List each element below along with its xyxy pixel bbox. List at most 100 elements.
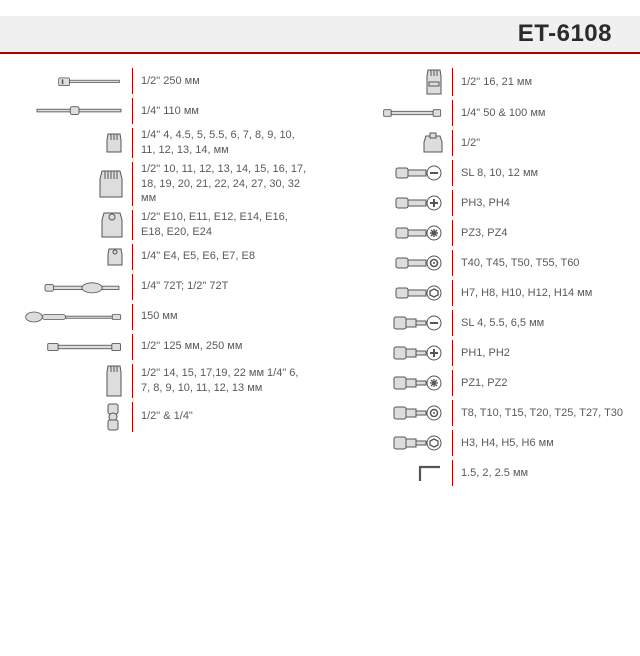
- spec-row: T8, T10, T15, T20, T25, T27, T30: [320, 398, 640, 428]
- separator: [132, 334, 133, 360]
- separator: [132, 402, 133, 432]
- spec-row: 1/4" 50 & 100 мм: [320, 98, 640, 128]
- separator: [452, 310, 453, 336]
- spec-text: H3, H4, H5, H6 мм: [461, 436, 640, 451]
- spec-text: PH3, PH4: [461, 196, 640, 211]
- spec-text: SL 8, 10, 12 мм: [461, 166, 640, 181]
- socket-large-icon: [0, 169, 132, 199]
- spec-text: 1/2" E10, E11, E12, E14, E16, E18, E20, …: [141, 210, 320, 240]
- separator: [452, 190, 453, 216]
- spec-text: PH1, PH2: [461, 346, 640, 361]
- spec-text: 1/2" 10, 11, 12, 13, 14, 15, 16, 17, 18,…: [141, 162, 320, 207]
- spec-text: PZ1, PZ2: [461, 376, 640, 391]
- spark-socket-icon: [320, 68, 452, 96]
- spec-row: 1/2" 250 мм: [0, 66, 320, 96]
- spec-text: 1/2" 16, 21 мм: [461, 75, 640, 90]
- spec-text: 1/4" 4, 4.5, 5, 5.5, 6, 7, 8, 9, 10, 11,…: [141, 128, 320, 158]
- separator: [132, 210, 133, 240]
- separator: [452, 100, 453, 126]
- spec-row: 1/2" 14, 15, 17,19, 22 мм 1/4" 6, 7, 8, …: [0, 362, 320, 400]
- spec-text: 1/2" 14, 15, 17,19, 22 мм 1/4" 6, 7, 8, …: [141, 366, 320, 396]
- spec-text: 1/4" 72T; 1/2" 72T: [141, 279, 320, 294]
- spec-row: PH3, PH4: [320, 188, 640, 218]
- separator: [132, 364, 133, 398]
- spec-row: T40, T45, T50, T55, T60: [320, 248, 640, 278]
- bit-sl-icon: [320, 164, 452, 182]
- spec-row: 1/2" E10, E11, E12, E14, E16, E18, E20, …: [0, 208, 320, 242]
- socket-small-icon: [0, 132, 132, 154]
- extension-icon: [0, 340, 132, 354]
- left-column: 1/2" 250 мм 1/4" 110 мм 1/4" 4, 4.5, 5, …: [0, 66, 320, 488]
- spec-text: 150 мм: [141, 309, 320, 324]
- spec-text: 1/4" 50 & 100 мм: [461, 106, 640, 121]
- spec-text: 1/2" & 1/4": [141, 409, 320, 424]
- separator: [452, 130, 453, 156]
- bit-socket-hex-icon: [320, 434, 452, 452]
- spec-text: T40, T45, T50, T55, T60: [461, 256, 640, 271]
- separator: [452, 400, 453, 426]
- spec-row: 1/2" 10, 11, 12, 13, 14, 15, 16, 17, 18,…: [0, 160, 320, 209]
- spec-row: 1/2" 125 мм, 250 мм: [0, 332, 320, 362]
- spec-row: SL 8, 10, 12 мм: [320, 158, 640, 188]
- spec-row: 1/2": [320, 128, 640, 158]
- separator: [452, 430, 453, 456]
- spec-text: 1/2" 250 мм: [141, 74, 320, 89]
- spec-text: 1/2" 125 мм, 250 мм: [141, 339, 320, 354]
- separator: [452, 340, 453, 366]
- spec-content: 1/2" 250 мм 1/4" 110 мм 1/4" 4, 4.5, 5, …: [0, 54, 640, 488]
- separator: [132, 98, 133, 124]
- bit-ph-icon: [320, 194, 452, 212]
- spec-text: T8, T10, T15, T20, T25, T27, T30: [461, 406, 640, 421]
- header-bar: ET-6108: [0, 16, 640, 54]
- separator: [132, 128, 133, 158]
- bit-socket-sl-icon: [320, 314, 452, 332]
- separator: [132, 274, 133, 300]
- bit-pz-icon: [320, 224, 452, 242]
- spec-row: H3, H4, H5, H6 мм: [320, 428, 640, 458]
- spec-row: 1/2" 16, 21 мм: [320, 66, 640, 98]
- separator: [452, 220, 453, 246]
- bit-hex-icon: [320, 284, 452, 302]
- separator: [132, 244, 133, 270]
- spec-row: PH1, PH2: [320, 338, 640, 368]
- spec-row: 150 мм: [0, 302, 320, 332]
- spec-text: 1/2": [461, 136, 640, 151]
- spec-text: 1.5, 2, 2.5 мм: [461, 466, 640, 481]
- separator: [452, 280, 453, 306]
- spec-row: 1/4" 110 мм: [0, 96, 320, 126]
- hex-key-icon: [320, 461, 452, 485]
- spec-text: 1/4" E4, E5, E6, E7, E8: [141, 249, 320, 264]
- spec-text: SL 4, 5.5, 6,5 мм: [461, 316, 640, 331]
- separator: [452, 250, 453, 276]
- sliding-t-icon: [0, 104, 132, 118]
- extension-small-icon: [320, 107, 452, 119]
- spec-row: 1/4" 4, 4.5, 5, 5.5, 6, 7, 8, 9, 10, 11,…: [0, 126, 320, 160]
- spec-row: PZ1, PZ2: [320, 368, 640, 398]
- u-joint-icon: [0, 402, 132, 432]
- adapter-icon: [320, 132, 452, 154]
- spec-row: 1/4" E4, E5, E6, E7, E8: [0, 242, 320, 272]
- spec-row: 1.5, 2, 2.5 мм: [320, 458, 640, 488]
- separator: [452, 460, 453, 486]
- separator: [132, 304, 133, 330]
- spec-row: H7, H8, H10, H12, H14 мм: [320, 278, 640, 308]
- breaker-bar-icon: [0, 73, 132, 89]
- spec-row: 1/2" & 1/4": [0, 400, 320, 434]
- e-socket-small-icon: [0, 247, 132, 267]
- spec-text: 1/4" 110 мм: [141, 104, 320, 119]
- separator: [132, 68, 133, 94]
- spec-row: 1/4" 72T; 1/2" 72T: [0, 272, 320, 302]
- separator: [452, 370, 453, 396]
- bit-socket-ph-icon: [320, 344, 452, 362]
- separator: [452, 160, 453, 186]
- bit-socket-torx-icon: [320, 404, 452, 422]
- screwdriver-icon: [0, 309, 132, 325]
- spec-row: PZ3, PZ4: [320, 218, 640, 248]
- bit-torx-icon: [320, 254, 452, 272]
- spec-text: PZ3, PZ4: [461, 226, 640, 241]
- separator: [132, 162, 133, 207]
- deep-socket-icon: [0, 364, 132, 398]
- separator: [452, 68, 453, 96]
- model-number: ET-6108: [518, 20, 612, 48]
- ratchet-icon: [0, 279, 132, 295]
